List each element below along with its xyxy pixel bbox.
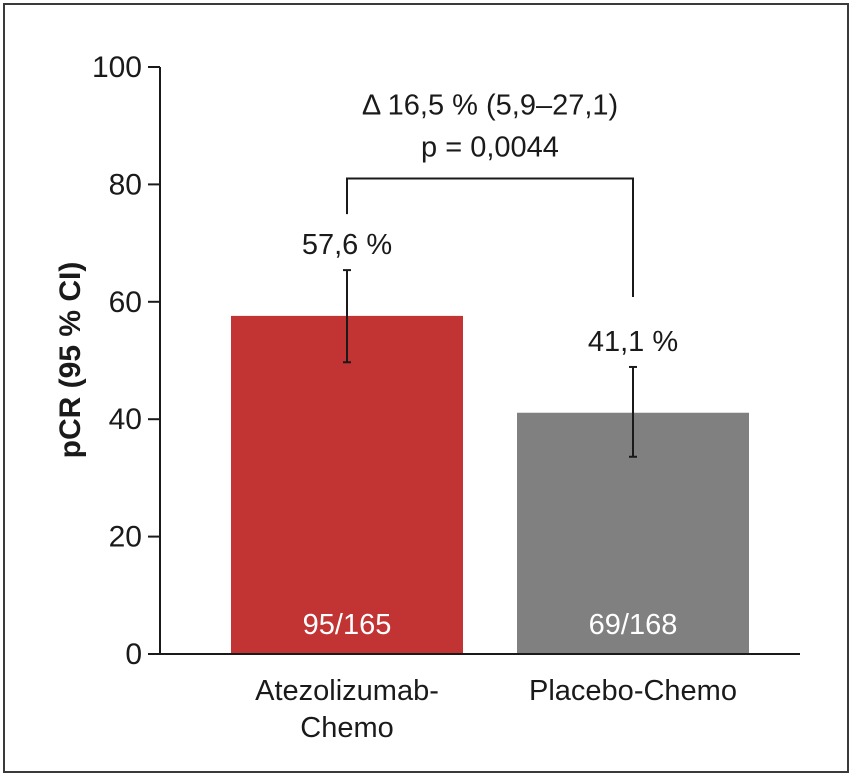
- bar-count-label: 69/168: [589, 609, 678, 641]
- y-tick-label: 20: [109, 521, 142, 554]
- y-tick-label: 40: [109, 403, 142, 436]
- bar-count-label: 95/165: [303, 609, 392, 641]
- y-tick-label: 80: [109, 168, 142, 201]
- x-axis: Atezolizumab- Chemo Placebo-Chemo: [160, 653, 800, 744]
- comparison-delta-label: Δ 16,5 % (5,9–27,1): [362, 90, 618, 122]
- x-category-label: Placebo-Chemo: [529, 675, 737, 707]
- x-category-label: Atezolizumab-: [255, 675, 439, 707]
- bar-value-label: 57,6 %: [302, 229, 392, 261]
- y-tick-label: 60: [109, 286, 142, 319]
- y-tick-label: 100: [92, 51, 142, 84]
- y-axis: 0 20 40 60 80 100: [92, 51, 161, 671]
- comparison-bracket: [346, 177, 634, 297]
- bars: 57,6 % 95/165 41,1 % 69/168: [231, 229, 749, 654]
- bar-value-label: 41,1 %: [588, 326, 678, 358]
- bar: [231, 315, 463, 654]
- y-axis-label: pCR (95 % CI): [54, 262, 87, 459]
- comparison-annotation: Δ 16,5 % (5,9–27,1) p = 0,0044: [346, 90, 634, 297]
- x-category-label: Chemo: [300, 712, 394, 744]
- y-tick-label: 0: [125, 638, 142, 671]
- comparison-p-value-label: p = 0,0044: [421, 132, 559, 164]
